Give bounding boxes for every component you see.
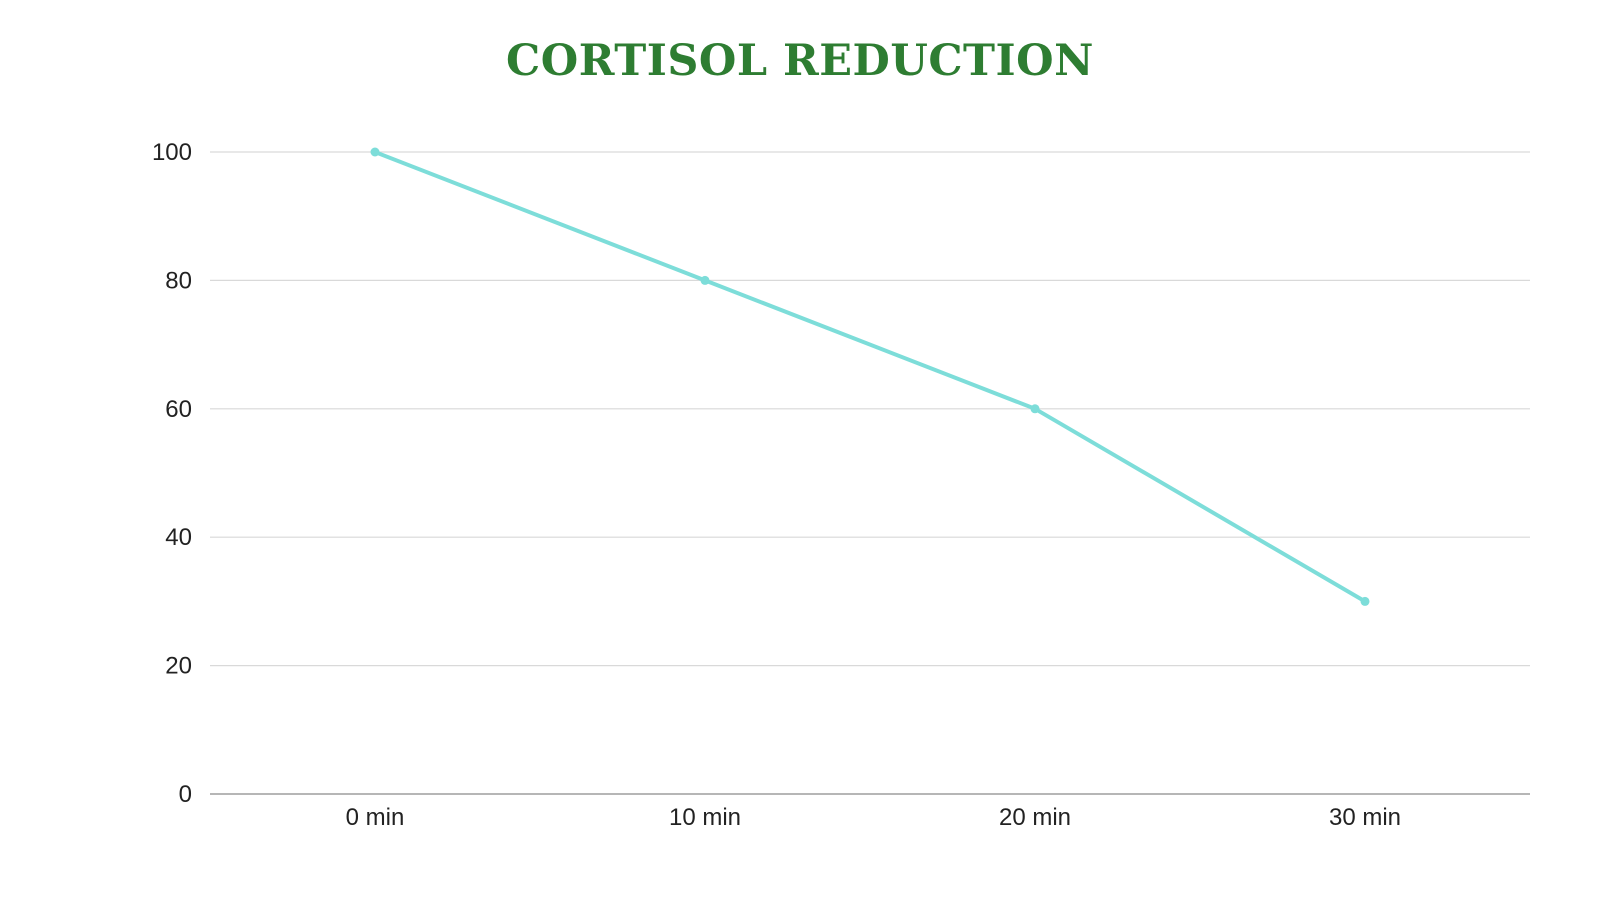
y-tick-label: 60 [165,396,192,423]
data-point [1360,596,1370,606]
data-point [700,275,710,285]
y-tick-label: 80 [165,267,192,294]
y-axis-tick-labels: 0 20 40 60 80 100 [152,139,192,808]
y-tick-label: 40 [165,524,192,551]
chart-title: CORTISOL REDUCTION [506,36,1094,86]
x-axis-tick-labels: 0 min 10 min 20 min 30 min [346,804,1401,831]
x-tick-label: 0 min [346,804,405,831]
x-tick-label: 10 min [669,804,741,831]
data-point [1030,404,1040,414]
data-point [370,147,380,157]
y-tick-label: 100 [152,139,192,166]
series-line [373,150,1367,604]
x-tick-label: 30 min [1329,804,1401,831]
series [370,147,1370,606]
y-tick-label: 0 [179,781,192,808]
gridlines [210,151,1530,667]
x-tick-label: 20 min [999,804,1071,831]
y-tick-label: 20 [165,653,192,680]
